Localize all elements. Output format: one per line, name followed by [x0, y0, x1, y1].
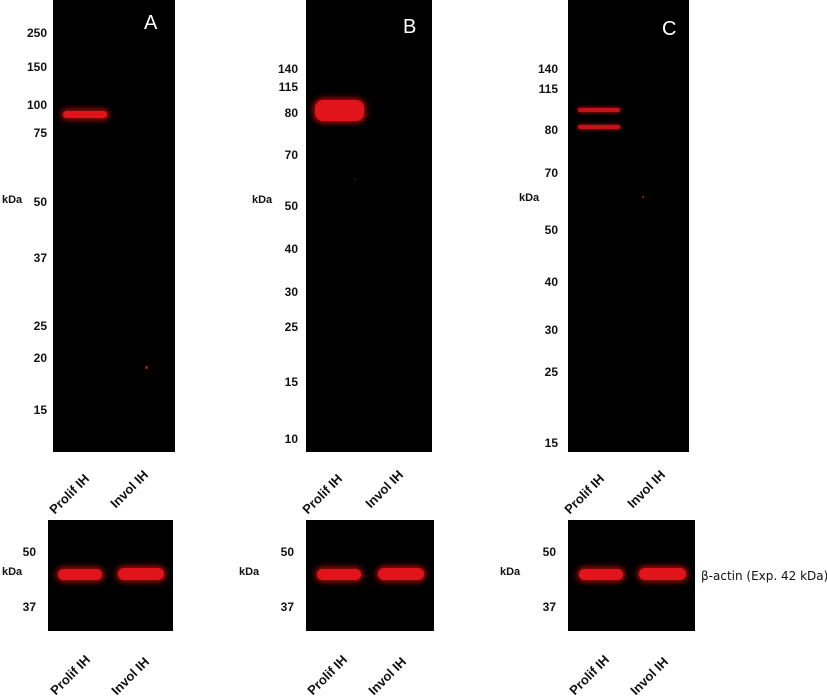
actin-a-marker-50: 50	[22, 545, 36, 559]
blot-b-marker-25: 25	[284, 320, 298, 334]
actin-c-marker-37: 37	[542, 600, 556, 614]
blot-c-marker-70: 70	[544, 166, 558, 180]
blot-a-marker-250: 250	[26, 26, 47, 40]
blot-b-marker-115: 115	[278, 80, 298, 94]
actin-a-band-prolif	[58, 569, 102, 580]
blot-c-marker-15: 15	[544, 436, 558, 450]
blot-c-lane-prolif: Prolif IH	[561, 471, 608, 517]
blot-b-marker-80: 80	[284, 106, 298, 120]
blot-b-speck	[354, 178, 356, 180]
actin-c-band-prolif	[579, 569, 623, 580]
blot-c-marker-50: 50	[544, 223, 558, 237]
blot-a-marker-15: 15	[33, 403, 47, 417]
blot-b-marker-70: 70	[284, 148, 298, 162]
actin-c-lane-prolif: Prolif IH	[566, 652, 613, 698]
blot-a-marker-75: 75	[33, 126, 47, 140]
actin-b-band-prolif	[317, 569, 361, 580]
loading-control-label: β-actin (Exp. 42 kDa)	[701, 569, 827, 583]
blot-c-unit: kDa	[519, 192, 540, 204]
actin-c-lane-invol: Invol IH	[627, 654, 672, 698]
blot-b-marker-10: 10	[284, 432, 298, 446]
blot-b-band-prolif	[315, 100, 364, 121]
actin-b-unit: kDa	[239, 566, 260, 578]
blot-b-lane-invol: Invol IH	[362, 467, 407, 511]
actin-c-band-invol	[639, 568, 686, 580]
blot-b-membrane: B	[306, 0, 432, 452]
blot-a-letter: A	[144, 12, 158, 34]
blot-c-marker-115: 115	[538, 82, 558, 96]
blot-c-marker-30: 30	[544, 323, 558, 337]
blot-b-letter: B	[403, 16, 417, 38]
blot-a-marker-50: 50	[33, 195, 47, 209]
blot-a-membrane: A	[53, 0, 175, 452]
blot-c-marker-40: 40	[544, 275, 558, 289]
blot-c-marker-80: 80	[544, 123, 558, 137]
blot-b-unit: kDa	[252, 194, 273, 206]
blot-a-speck	[145, 366, 148, 369]
blot-a-marker-100: 100	[26, 98, 47, 112]
actin-a-unit: kDa	[2, 566, 23, 578]
actin-a-band-invol	[118, 568, 164, 580]
actin-c-unit: kDa	[500, 566, 521, 578]
actin-a-lane-invol: Invol IH	[108, 654, 153, 698]
blot-c-band-upper	[578, 108, 620, 112]
blot-c-band-lower	[578, 125, 620, 129]
blot-b-marker-140: 140	[277, 62, 298, 76]
actin-c-membrane	[568, 520, 695, 631]
actin-b-lane-invol: Invol IH	[365, 654, 410, 698]
blot-b-lane-prolif: Prolif IH	[299, 471, 346, 517]
actin-b-band-invol	[378, 568, 424, 580]
actin-b-membrane	[306, 520, 434, 631]
blot-c-letter: C	[662, 18, 677, 40]
blot-a-marker-25: 25	[33, 319, 47, 333]
blot-a-lane-invol: Invol IH	[107, 467, 152, 511]
blot-c-speck	[642, 196, 644, 198]
actin-b-marker-37: 37	[280, 600, 294, 614]
blot-b-marker-40: 40	[284, 242, 298, 256]
blot-a-lane-prolif: Prolif IH	[46, 471, 93, 517]
blot-c-lane-invol: Invol IH	[624, 467, 669, 511]
actin-c-marker-50: 50	[542, 545, 556, 559]
blot-b-marker-15: 15	[284, 375, 298, 389]
blot-c-membrane: C	[568, 0, 689, 452]
blot-c-marker-25: 25	[544, 365, 558, 379]
blot-c-marker-140: 140	[537, 62, 558, 76]
actin-a-marker-37: 37	[22, 600, 36, 614]
actin-b-marker-50: 50	[280, 545, 294, 559]
blot-b-marker-50: 50	[284, 199, 298, 213]
blot-a-marker-20: 20	[33, 351, 47, 365]
actin-a-lane-prolif: Prolif IH	[47, 652, 94, 698]
blot-a-band-prolif	[63, 111, 107, 118]
blot-a-unit: kDa	[2, 194, 23, 206]
actin-b-lane-prolif: Prolif IH	[304, 652, 351, 698]
actin-a-membrane	[48, 520, 173, 631]
blot-a-marker-37: 37	[33, 251, 47, 265]
blot-a-marker-150: 150	[26, 60, 47, 74]
blot-b-marker-30: 30	[284, 285, 298, 299]
